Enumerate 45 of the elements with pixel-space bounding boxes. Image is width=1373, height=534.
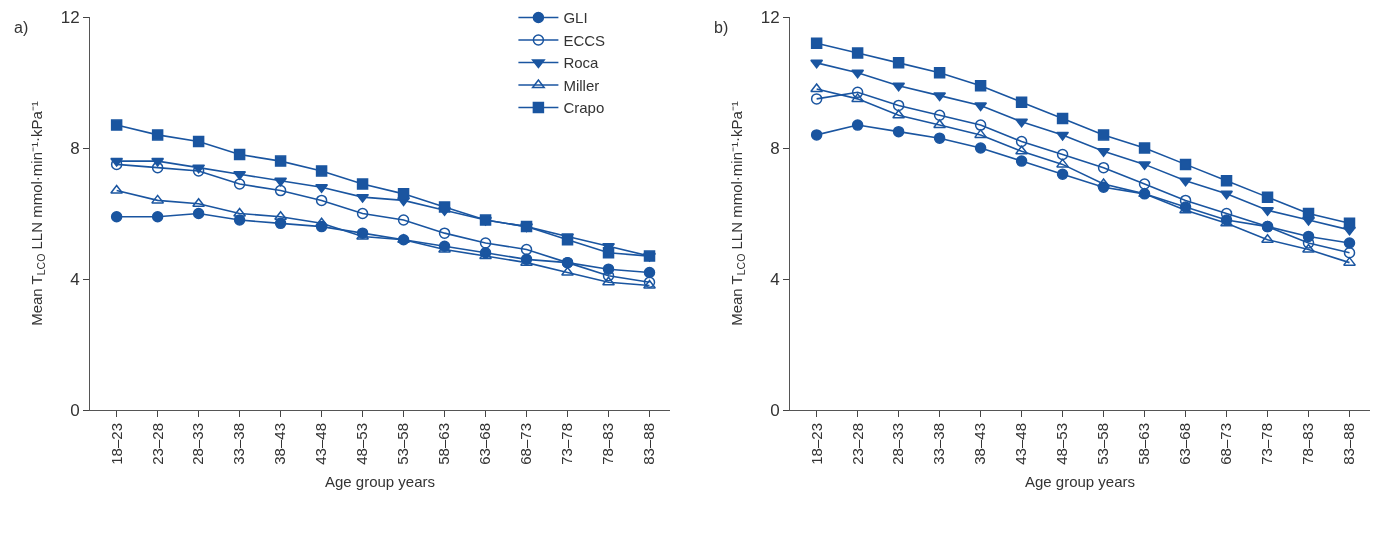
x-tick-label: 53–58: [1094, 423, 1112, 465]
x-tick-label: 73–78: [558, 423, 576, 465]
x-tick-label: 28–33: [889, 423, 907, 465]
x-tick-label: 68–73: [1217, 423, 1235, 465]
x-tick-label: 53–58: [394, 423, 412, 465]
y-tick-label: 0: [70, 400, 80, 420]
x-axis-title: Age group years: [1024, 472, 1136, 490]
x-tick-label: 38–43: [971, 423, 989, 465]
x-tick-label: 63–68: [1176, 423, 1194, 465]
x-tick-label: 78–83: [599, 423, 617, 465]
x-tick-label: 28–33: [189, 423, 207, 465]
x-tick-label: 18–23: [807, 423, 825, 465]
chart-title: b): [714, 19, 729, 36]
legend-label: Roca: [563, 54, 600, 72]
x-tick-label: 33–38: [230, 423, 248, 465]
y-tick-label: 12: [60, 7, 80, 27]
y-tick-label: 0: [770, 400, 780, 420]
x-tick-label: 43–48: [312, 423, 330, 465]
legend-label: Miller: [563, 76, 600, 94]
y-tick-label: 4: [70, 269, 80, 289]
x-tick-label: 23–28: [848, 423, 866, 465]
x-tick-label: 83–88: [640, 423, 658, 465]
y-tick-label: 12: [760, 7, 780, 27]
x-tick-label: 43–48: [1012, 423, 1030, 465]
x-tick-label: 23–28: [148, 423, 166, 465]
y-tick-label: 8: [70, 138, 80, 158]
x-tick-label: 83–88: [1340, 423, 1358, 465]
legend-label: ECCS: [563, 31, 606, 49]
x-tick-label: 68–73: [517, 423, 535, 465]
x-tick-label: 48–53: [1053, 423, 1071, 465]
x-tick-label: 18–23: [107, 423, 125, 465]
chart-title: a): [14, 19, 29, 36]
x-axis-title: Age group years: [324, 472, 436, 490]
legend-label: GLI: [563, 9, 588, 27]
x-tick-label: 48–53: [353, 423, 371, 465]
y-tick-label: 4: [770, 269, 780, 289]
x-tick-label: 58–63: [1135, 423, 1153, 465]
y-tick-label: 8: [770, 138, 780, 158]
legend-label: Crapo: [563, 99, 605, 117]
x-tick-label: 63–68: [476, 423, 494, 465]
x-tick-label: 78–83: [1299, 423, 1317, 465]
x-tick-label: 33–38: [930, 423, 948, 465]
x-tick-label: 38–43: [271, 423, 289, 465]
x-tick-label: 58–63: [435, 423, 453, 465]
x-tick-label: 73–78: [1258, 423, 1276, 465]
